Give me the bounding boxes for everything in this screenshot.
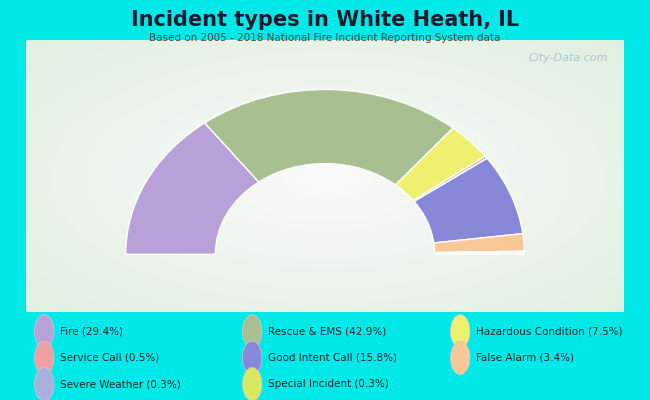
Text: Severe Weather (0.3%): Severe Weather (0.3%) [60,379,181,389]
Wedge shape [435,253,525,254]
Text: Service Call (0.5%): Service Call (0.5%) [60,353,159,363]
Text: Good Intent Call (15.8%): Good Intent Call (15.8%) [268,353,396,363]
Wedge shape [434,234,525,252]
Wedge shape [125,123,259,254]
Wedge shape [414,158,523,243]
Text: Fire (29.4%): Fire (29.4%) [60,326,123,336]
Text: Incident types in White Heath, IL: Incident types in White Heath, IL [131,10,519,30]
Ellipse shape [450,341,470,374]
Text: Based on 2005 - 2018 National Fire Incident Reporting System data: Based on 2005 - 2018 National Fire Incid… [150,33,500,43]
Text: City-Data.com: City-Data.com [528,53,608,63]
Ellipse shape [34,368,54,400]
Wedge shape [205,90,453,185]
Text: Rescue & EMS (42.9%): Rescue & EMS (42.9%) [268,326,386,336]
Text: Special Incident (0.3%): Special Incident (0.3%) [268,379,389,389]
Wedge shape [413,156,487,202]
Ellipse shape [242,368,262,400]
Text: False Alarm (3.4%): False Alarm (3.4%) [476,353,574,363]
Ellipse shape [34,341,54,374]
Ellipse shape [242,341,262,374]
Wedge shape [435,251,525,254]
Wedge shape [395,128,486,200]
Ellipse shape [242,315,262,348]
Text: Hazardous Condition (7.5%): Hazardous Condition (7.5%) [476,326,622,336]
Ellipse shape [450,315,470,348]
Ellipse shape [34,315,54,348]
